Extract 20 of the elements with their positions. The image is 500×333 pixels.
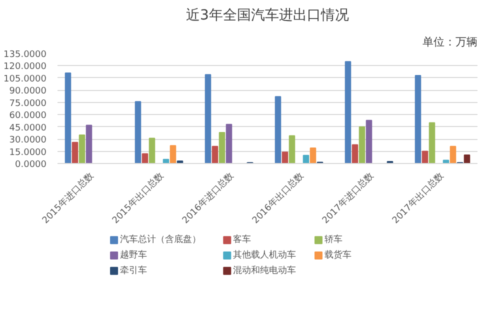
y-tick-label: 90.0000 — [9, 86, 47, 97]
legend-label: 轿车 — [324, 234, 343, 246]
legend-label: 混动和纯电动车 — [233, 264, 296, 276]
chart-title: 近3年全国汽车进出口情况 — [186, 8, 349, 24]
legend-label: 载货车 — [324, 250, 352, 260]
y-tick-label: 30.0000 — [9, 136, 47, 146]
y-tick-label: 120.0000 — [4, 62, 47, 72]
legend-label: 客车 — [233, 234, 252, 246]
y-tick-label: 45.0000 — [9, 123, 47, 134]
y-tick-label: 75.0000 — [9, 98, 47, 109]
y-tick-label: 135.0000 — [4, 50, 47, 60]
legend-label: 牵引车 — [120, 264, 148, 276]
y-tick-label: 15.0000 — [9, 148, 47, 158]
legend-label: 汽车总计（含底盘） — [120, 234, 202, 246]
legend-label: 其他载人机动车 — [233, 250, 296, 260]
y-tick-label: 105.0000 — [4, 74, 47, 84]
y-tick-label: 0.0000 — [15, 160, 47, 170]
text: 单位：万辆 — [422, 36, 478, 48]
y-tick-label: 60.0000 — [9, 111, 47, 122]
legend-label: 越野车 — [120, 250, 148, 260]
